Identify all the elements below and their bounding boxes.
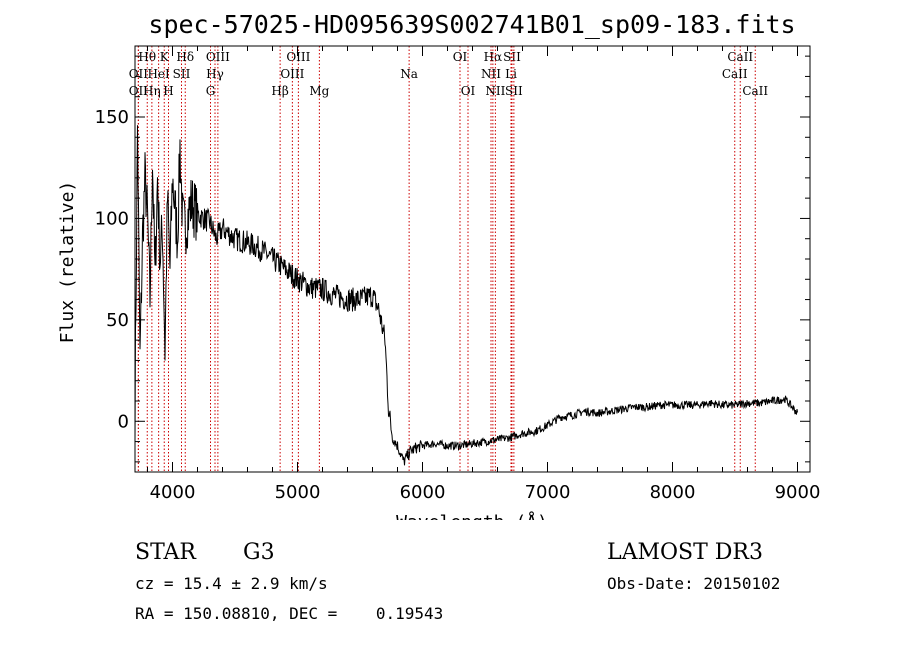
line-label-6: H [163,84,173,98]
line-label-16: Na [400,67,418,81]
line-label-18: OI [461,84,476,98]
x-tick-label-0: 4000 [150,482,196,503]
x-tick-label-5: 9000 [775,482,821,503]
line-label-27: CaII [742,84,768,98]
line-label-17: OI [453,50,468,64]
line-label-9: OIII [206,50,230,64]
line-label-11: G [206,84,216,98]
line-label-15: Mg [309,84,329,98]
spectrum-chart: spec-57025-HD095639S002741B01_sp09-183.f… [57,10,821,520]
coordinates: RA = 150.08810, DEC = 0.19543 [135,604,444,623]
y-axis-label: Flux (relative) [57,181,78,344]
object-class: STAR [135,540,196,565]
line-label-7: Hδ [176,50,194,64]
spectrum-line [134,125,798,466]
line-label-19: Hα [484,50,503,64]
line-label-13: OIII [280,67,304,81]
obs-date: Obs-Date: 20150102 [607,574,781,593]
y-tick-label-2: 100 [95,208,129,229]
x-tick-label-4: 8000 [650,482,696,503]
axis-ticks: 4000 5000 6000 7000 8000 9000 0 50 100 150 [95,46,821,503]
plot-frame [134,45,811,473]
line-label-5: Hη [143,84,161,98]
y-tick-label-1: 50 [106,310,129,331]
line-label-4: K [160,50,170,64]
y-tick-label-3: 150 [95,107,129,128]
x-axis-label: Wavelength (Å) [396,511,548,520]
line-label-22: Li [505,67,517,81]
line-label-2: OII [129,84,149,98]
line-label-8: SII [173,67,191,81]
x-tick-label-3: 7000 [525,482,571,503]
line-label-12: OIII [286,50,310,64]
survey-name: LAMOST DR3 [607,540,763,565]
line-label-20: SII [503,50,521,64]
line-label-10: Hγ [206,67,224,81]
chart-title: spec-57025-HD095639S002741B01_sp09-183.f… [148,10,795,39]
x-tick-label-2: 6000 [400,482,446,503]
redshift-readout: cz = 15.4 ± 2.9 km/s [135,574,328,593]
line-label-24: SII [505,84,523,98]
line-label-3: HeI [147,67,170,81]
line-label-21: NII [481,67,501,81]
spectrum-plot [134,125,798,466]
y-tick-label-0: 0 [118,411,129,432]
object-subclass: G3 [243,540,275,565]
line-label-0: Hθ [138,50,156,64]
line-label-23: NII [485,84,505,98]
x-tick-label-1: 5000 [275,482,321,503]
line-label-26: CaII [722,67,748,81]
line-label-14: Hβ [271,84,288,98]
line-label-25: CaII [727,50,753,64]
